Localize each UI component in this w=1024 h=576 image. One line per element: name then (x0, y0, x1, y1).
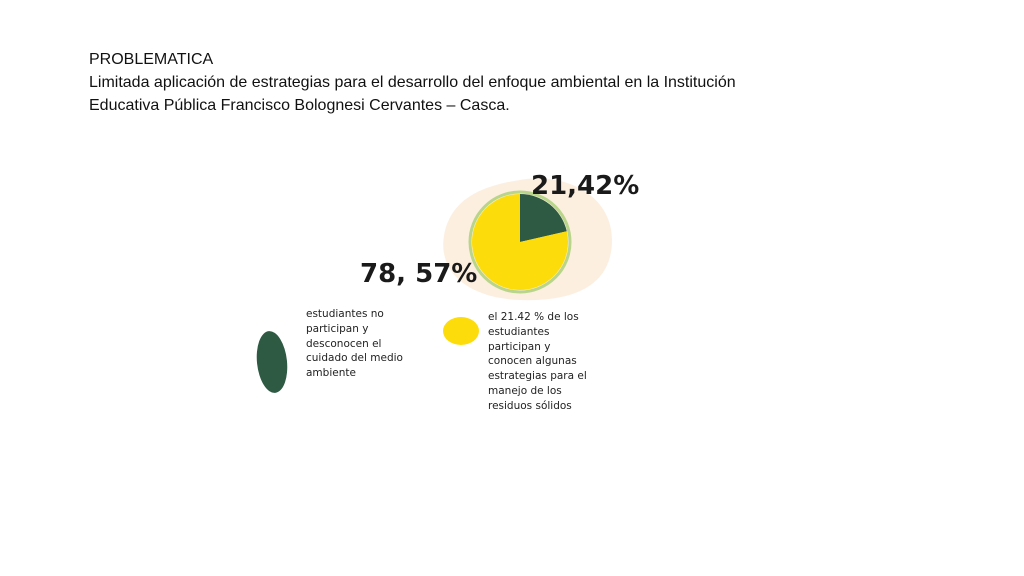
slice-label-small: 21,42% (531, 171, 639, 201)
slice-label-large: 78, 57% (360, 259, 477, 289)
legend-swatch-green (256, 331, 288, 393)
legend-swatch-yellow (443, 317, 479, 345)
problem-statement-line-1: Limitada aplicación de estrategias para … (89, 74, 736, 91)
header: PROBLEMATICA Limitada aplicación de estr… (89, 48, 849, 117)
pie-outline (468, 190, 572, 294)
pie-slices (472, 194, 568, 291)
problem-statement-line-2: Educativa Pública Francisco Bolognesi Ce… (89, 97, 510, 114)
legend-text-yellow: el 21.42 % de los estudiantes participan… (488, 311, 587, 412)
pie-slice-2 (472, 194, 568, 291)
legend-text-green: estudiantes no participan y desconocen e… (306, 308, 403, 380)
pie-slice-1 (520, 194, 567, 242)
page-title: PROBLEMATICA (89, 51, 214, 68)
